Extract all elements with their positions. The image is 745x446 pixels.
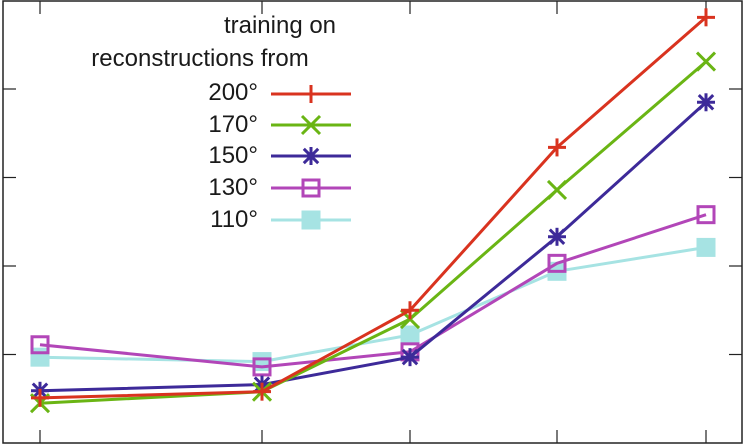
legend-title-line-1: training on [223, 12, 337, 39]
series-130deg [30, 205, 716, 377]
legend-label-170: 170° [208, 111, 258, 138]
legend-label-150: 150° [208, 142, 258, 169]
x-marker-icon [300, 114, 322, 136]
legend-label-110: 110° [210, 206, 258, 233]
legend-label-130: 130° [208, 174, 258, 201]
open-square-marker-icon [696, 205, 716, 225]
legend [271, 85, 351, 230]
series-line [39, 60, 707, 405]
asterisk-marker-icon [697, 94, 715, 111]
asterisk-marker-icon [302, 147, 320, 165]
filled-square-marker-icon [301, 210, 321, 230]
x-marker-icon [695, 51, 717, 72]
series-layer [29, 8, 717, 414]
open-square-marker-icon [252, 357, 272, 377]
legend-sample-130deg [271, 178, 351, 198]
asterisk-marker-icon [401, 348, 419, 366]
series-110deg [30, 237, 716, 372]
legend-label-200: 200° [208, 79, 258, 106]
x-marker-icon [546, 179, 568, 200]
open-square-marker-icon [547, 253, 567, 273]
legend-title-line-2: reconstructions from [91, 45, 309, 72]
legend-sample-150deg [271, 147, 351, 165]
legend-sample-170deg [271, 114, 351, 136]
legend-sample-200deg [271, 85, 351, 103]
open-square-marker-icon [30, 335, 50, 355]
filled-square-marker-icon [696, 237, 716, 257]
series-line [39, 213, 707, 369]
series-line [39, 245, 707, 364]
series-200deg [31, 8, 715, 407]
filled-square-marker-icon [400, 325, 420, 345]
legend-sample-110deg [271, 210, 351, 230]
open-square-marker-icon [301, 178, 321, 198]
asterisk-marker-icon [548, 228, 566, 246]
